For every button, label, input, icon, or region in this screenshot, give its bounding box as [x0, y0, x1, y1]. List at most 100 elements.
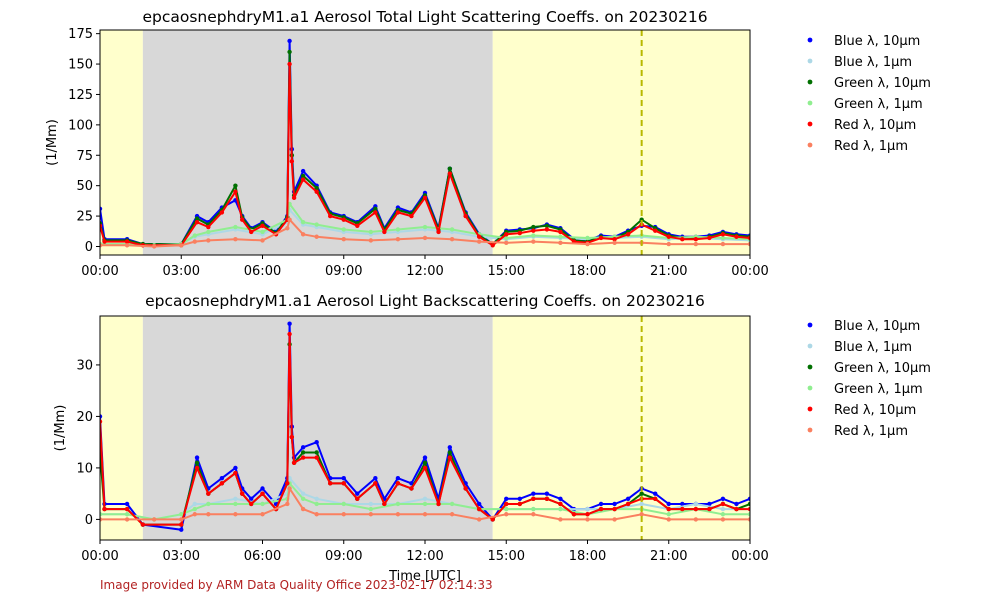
legend-marker — [807, 343, 813, 349]
x-tick-label: 18:00 — [569, 549, 606, 564]
data-point — [585, 241, 590, 247]
data-point — [328, 481, 333, 486]
data-point — [100, 517, 103, 522]
chart-panel-2: 0 10 20 30 00:00 03:00 06:00 09:00 12:00 15:00 18:… — [53, 292, 931, 584]
data-point — [192, 501, 197, 507]
data-point — [395, 501, 401, 507]
data-point — [463, 486, 468, 491]
plot-area — [100, 321, 750, 532]
data-point — [734, 501, 739, 507]
data-point — [639, 217, 644, 222]
data-point — [300, 506, 306, 512]
data-point — [653, 496, 658, 502]
data-point — [504, 506, 509, 512]
data-point — [504, 240, 509, 246]
data-point — [368, 512, 374, 517]
chart-title: epcaosnephdryM1.a1 Aerosol Light Backsca… — [145, 292, 705, 310]
data-point — [449, 227, 455, 232]
x-tick-label: 15:00 — [488, 549, 525, 564]
y-tick-label: 50 — [76, 179, 93, 194]
data-point — [544, 227, 550, 232]
data-point — [666, 506, 671, 512]
data-point — [249, 229, 254, 235]
series-line — [100, 482, 750, 521]
data-point — [449, 236, 455, 242]
y-axis-label: (1/Mm) — [45, 119, 60, 166]
data-point — [720, 506, 726, 512]
data-point — [300, 219, 306, 225]
y-tick-label: 0 — [85, 240, 93, 255]
data-point — [373, 206, 378, 211]
background-region — [100, 316, 143, 540]
data-point — [517, 501, 522, 507]
data-point — [124, 517, 130, 522]
y-tick-label: 20 — [76, 410, 93, 425]
data-point — [287, 38, 292, 44]
data-point — [287, 331, 292, 337]
data-point — [476, 234, 482, 239]
data-point — [517, 496, 522, 502]
data-point — [612, 506, 617, 512]
legend-marker — [807, 142, 813, 148]
data-point — [422, 195, 428, 201]
data-point — [341, 501, 346, 507]
data-point — [314, 496, 319, 502]
legend-marker — [807, 37, 813, 43]
data-point — [373, 210, 378, 215]
legend-label: Red λ, 1µm — [834, 424, 908, 439]
data-point — [747, 501, 750, 507]
data-point — [194, 455, 200, 460]
data-point — [206, 224, 211, 230]
data-point — [395, 227, 401, 232]
data-point — [558, 517, 563, 522]
data-point — [693, 517, 699, 522]
legend-label: Red λ, 10µm — [834, 403, 916, 418]
data-point — [260, 229, 265, 235]
data-point — [179, 527, 184, 532]
data-point — [612, 236, 617, 242]
data-point — [531, 491, 536, 496]
data-point — [341, 227, 346, 232]
data-point — [285, 501, 290, 507]
series-line — [100, 487, 750, 521]
legend: Blue λ, 10µm Blue λ, 1µm Green λ, 10µm Gree… — [807, 319, 931, 439]
data-point — [409, 486, 414, 491]
data-point — [179, 512, 184, 517]
legend-label: Blue λ, 1µm — [834, 340, 912, 355]
legend-label: Red λ, 1µm — [834, 139, 908, 154]
y-tick-label: 0 — [85, 513, 93, 528]
data-point — [531, 224, 536, 230]
data-point — [219, 476, 225, 481]
y-tick-label: 150 — [68, 58, 93, 73]
background-region — [142, 316, 493, 540]
data-point — [463, 213, 468, 219]
data-point — [504, 496, 509, 502]
data-point — [368, 229, 374, 235]
data-point — [179, 243, 184, 248]
data-point — [239, 217, 245, 222]
data-point — [504, 232, 509, 237]
data-point — [639, 512, 644, 517]
data-point — [341, 481, 346, 486]
data-point — [300, 496, 306, 502]
data-point — [395, 512, 401, 517]
data-point — [300, 455, 306, 460]
data-point — [100, 206, 103, 211]
data-point — [192, 506, 197, 512]
data-point — [693, 236, 699, 242]
data-point — [747, 506, 750, 512]
data-point — [355, 223, 360, 229]
x-axis-label: Time [UTC] — [388, 569, 461, 584]
x-tick-label: 12:00 — [406, 549, 443, 564]
data-point — [639, 491, 644, 496]
chart-title: epcaosnephdryM1.a1 Aerosol Total Light S… — [142, 8, 707, 26]
data-point — [233, 224, 238, 230]
data-point — [239, 491, 245, 496]
data-point — [233, 465, 238, 471]
data-point — [653, 491, 658, 496]
data-point — [666, 234, 671, 239]
data-point — [422, 501, 428, 507]
data-point — [720, 512, 726, 517]
legend-label: Red λ, 10µm — [834, 118, 916, 133]
data-point — [151, 517, 157, 522]
